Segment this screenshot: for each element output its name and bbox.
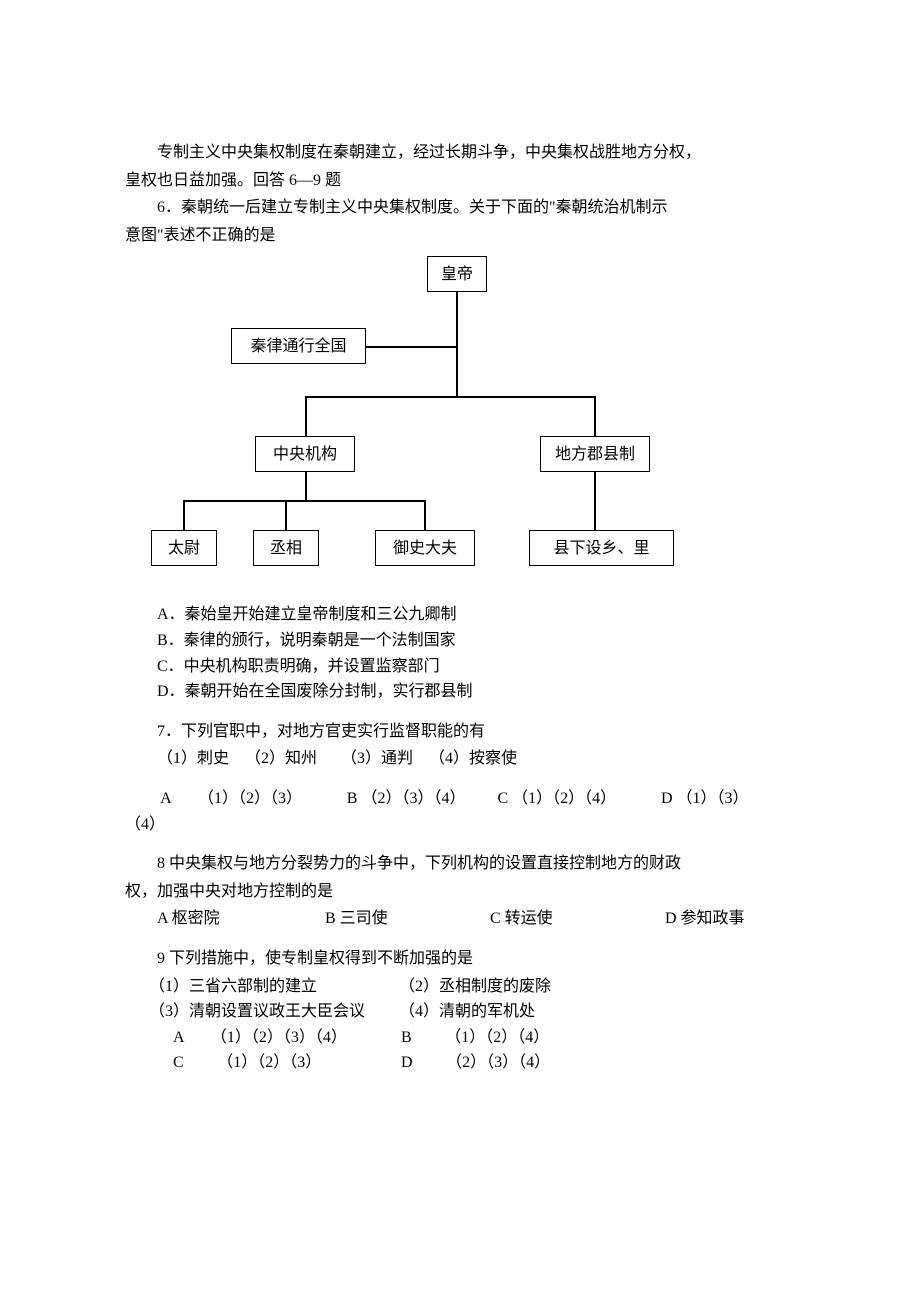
edge-three-horiz xyxy=(183,500,425,502)
edge-main-vert xyxy=(456,346,458,396)
q7-B-label: B xyxy=(347,790,358,807)
node-law: 秦律通行全国 xyxy=(231,328,366,364)
q9-items-row1: （1）三省六部制的建立 （2）丞相制度的废除 xyxy=(125,974,795,1000)
edge-central-vert xyxy=(305,472,307,500)
node-emperor-label: 皇帝 xyxy=(441,262,473,288)
q9-item3: （3）清朝设置议政王大臣会议 xyxy=(149,999,399,1025)
q8-stem2: 权，加强中央对地方控制的是 xyxy=(125,879,795,905)
q9-items-row2: （3）清朝设置议政王大臣会议 （4）清朝的军机处 xyxy=(125,999,795,1025)
q7-A: （1）（2）（3） xyxy=(198,790,302,807)
q7-items: （1）刺史 （2）知州 （3）通判 （4）按察使 xyxy=(125,746,795,772)
node-taiwei: 太尉 xyxy=(151,530,217,566)
q9-item2: （2）丞相制度的废除 xyxy=(399,974,551,1000)
q8-options: A 枢密院 B 三司使 C 转运使 D 参知政事 xyxy=(125,906,795,932)
node-taiwei-label: 太尉 xyxy=(168,536,200,562)
q8-D: D 参知政事 xyxy=(665,906,745,932)
edge-to-taiwei xyxy=(183,500,185,530)
node-central: 中央机构 xyxy=(255,436,355,472)
q9-item4: （4）清朝的军机处 xyxy=(399,999,535,1025)
q7-D: （1）（3） xyxy=(677,790,749,807)
node-local-label: 地方郡县制 xyxy=(555,442,635,468)
edge-local-vert xyxy=(594,472,596,530)
q6-optC: C．中央机构职责明确，并设置监察部门 xyxy=(125,654,795,680)
node-central-label: 中央机构 xyxy=(273,442,337,468)
q6-stem-line2: 意图"表述不正确的是 xyxy=(125,223,795,249)
q9-A: （1）（2）（3）（4） xyxy=(211,1029,347,1046)
node-xiangli-label: 县下设乡、里 xyxy=(553,536,649,562)
intro-line1: 专制主义中央集权制度在秦朝建立，经过长期斗争，中央集权战胜地方分权， xyxy=(125,140,795,166)
q9-B-label: B xyxy=(401,1029,412,1046)
q7-options: A （1）（2）（3） B （2）（3）（4） C （1）（2）（4） D （1… xyxy=(125,786,795,812)
node-chengxiang-label: 丞相 xyxy=(270,536,302,562)
node-yushi: 御史大夫 xyxy=(375,530,475,566)
q9-C: （1）（2）（3） xyxy=(217,1054,321,1071)
q8-B: B 三司使 xyxy=(325,906,490,932)
q9-C-label: C xyxy=(173,1054,184,1071)
q8-A: A 枢密院 xyxy=(157,906,325,932)
q6-optB: B．秦律的颁行，说明秦朝是一个法制国家 xyxy=(125,628,795,654)
edge-to-chengxiang xyxy=(285,500,287,530)
q9-item1: （1）三省六部制的建立 xyxy=(149,974,399,1000)
edge-to-yushi xyxy=(424,500,426,530)
edge-to-local xyxy=(594,396,596,436)
q7-B: （2）（3）（4） xyxy=(361,790,465,807)
q7-stem: 7．下列官职中，对地方官吏实行监督职能的有 xyxy=(125,719,795,745)
q6-optA: A．秦始皇开始建立皇帝制度和三公九卿制 xyxy=(125,602,795,628)
node-emperor: 皇帝 xyxy=(427,256,487,292)
edge-emperor-vert xyxy=(456,292,458,346)
q9-opts-row1: A （1）（2）（3）（4） B （1）（2）（4） xyxy=(125,1025,795,1051)
intro-line2: 皇权也日益加强。回答 6—9 题 xyxy=(125,168,795,194)
edge-split-horiz xyxy=(305,396,595,398)
q6-stem-line1: 6．秦朝统一后建立专制主义中央集权制度。关于下面的"秦朝统治机制示 xyxy=(125,195,795,221)
q9-B: （1）（2）（4） xyxy=(445,1029,549,1046)
node-chengxiang: 丞相 xyxy=(253,530,319,566)
q9-A-label: A xyxy=(173,1029,184,1046)
edge-to-central xyxy=(305,396,307,436)
q8-stem1: 8 中央集权与地方分裂势力的斗争中，下列机构的设置直接控制地方的财政 xyxy=(125,851,795,877)
q7-C: （1）（2）（4） xyxy=(512,790,616,807)
q9-D: （2）（3）（4） xyxy=(446,1054,550,1071)
q7-D-cont: （4） xyxy=(125,812,795,838)
node-law-label: 秦律通行全国 xyxy=(250,334,346,360)
q7-A-label: A xyxy=(160,790,171,807)
q6-diagram: 皇帝 秦律通行全国 中央机构 地方郡县制 太尉 丞相 御史大夫 县下设乡、里 xyxy=(145,256,775,586)
q7-D-label: D xyxy=(661,790,673,807)
q9-opts-row2: C （1）（2）（3） D （2）（3）（4） xyxy=(125,1050,795,1076)
node-yushi-label: 御史大夫 xyxy=(393,536,457,562)
node-local: 地方郡县制 xyxy=(540,436,650,472)
q8-C: C 转运使 xyxy=(490,906,665,932)
edge-emperor-law xyxy=(365,346,457,348)
q7-C-label: C xyxy=(497,790,508,807)
q6-optD: D．秦朝开始在全国废除分封制，实行郡县制 xyxy=(125,679,795,705)
q9-D-label: D xyxy=(401,1054,413,1071)
node-xiangli: 县下设乡、里 xyxy=(529,530,674,566)
q9-stem: 9 下列措施中，使专制皇权得到不断加强的是 xyxy=(125,946,795,972)
